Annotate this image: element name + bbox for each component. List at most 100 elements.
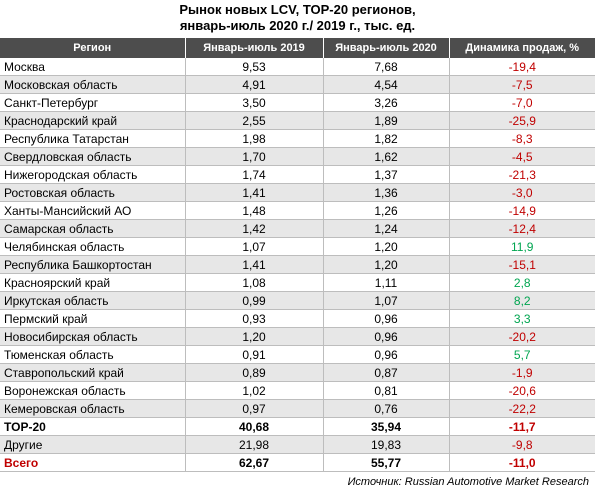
value-2019-cell: 1,48 (185, 201, 324, 220)
region-cell: Краснодарский край (0, 111, 186, 130)
region-cell: Санкт-Петербург (0, 93, 186, 112)
value-2019-cell: 1,41 (185, 183, 324, 202)
regions-table: Регион Январь-июль 2019 Январь-июль 2020… (0, 38, 595, 472)
value-2020-cell: 55,77 (323, 453, 450, 472)
value-2019-cell: 1,02 (185, 381, 324, 400)
value-2019-cell: 2,55 (185, 111, 324, 130)
value-2019-cell: 1,07 (185, 237, 324, 256)
dynamics-cell: -15,1 (449, 255, 595, 274)
value-2019-cell: 1,20 (185, 327, 324, 346)
region-cell: Кемеровская область (0, 399, 186, 418)
header-2020: Январь-июль 2020 (323, 38, 450, 58)
region-cell: Пермский край (0, 309, 186, 328)
value-2020-cell: 0,76 (323, 399, 450, 418)
value-2020-cell: 1,26 (323, 201, 450, 220)
value-2019-cell: 21,98 (185, 435, 324, 454)
table-row: Новосибирская область 1,20 0,96 -20,2 (0, 327, 595, 346)
summary-row-total: TOP-20 40,68 35,94 -11,7 (0, 417, 595, 436)
region-cell: Иркутская область (0, 291, 186, 310)
region-cell: Самарская область (0, 219, 186, 238)
dynamics-cell: -20,2 (449, 327, 595, 346)
header-2019: Январь-июль 2019 (185, 38, 324, 58)
value-2020-cell: 0,96 (323, 309, 450, 328)
value-2020-cell: 1,20 (323, 237, 450, 256)
region-cell: Другие (0, 435, 186, 454)
value-2019-cell: 9,53 (185, 58, 324, 76)
region-cell: Новосибирская область (0, 327, 186, 346)
value-2019-cell: 0,99 (185, 291, 324, 310)
dynamics-cell: -11,7 (449, 417, 595, 436)
table-row: Краснодарский край 2,55 1,89 -25,9 (0, 111, 595, 130)
value-2020-cell: 1,24 (323, 219, 450, 238)
table-row: Республика Татарстан 1,98 1,82 -8,3 (0, 129, 595, 148)
table-row: Московская область 4,91 4,54 -7,5 (0, 75, 595, 94)
value-2020-cell: 1,62 (323, 147, 450, 166)
table-row: Москва 9,53 7,68 -19,4 (0, 58, 595, 76)
dynamics-cell: 5,7 (449, 345, 595, 364)
value-2019-cell: 0,89 (185, 363, 324, 382)
dynamics-cell: -12,4 (449, 219, 595, 238)
table-title: Рынок новых LCV, TOP-20 регионов, январь… (0, 0, 595, 38)
dynamics-cell: 2,8 (449, 273, 595, 292)
header-region: Регион (0, 38, 186, 58)
source-note: Источник: Russian Automotive Market Rese… (347, 476, 589, 488)
dynamics-cell: -25,9 (449, 111, 595, 130)
dynamics-cell: -4,5 (449, 147, 595, 166)
value-2019-cell: 1,70 (185, 147, 324, 166)
value-2020-cell: 4,54 (323, 75, 450, 94)
value-2020-cell: 1,37 (323, 165, 450, 184)
dynamics-cell: 11,9 (449, 237, 595, 256)
dynamics-cell: 3,3 (449, 309, 595, 328)
value-2020-cell: 7,68 (323, 58, 450, 76)
table-row: Ханты-Мансийский АО 1,48 1,26 -14,9 (0, 201, 595, 220)
header-row: Регион Январь-июль 2019 Январь-июль 2020… (0, 38, 595, 58)
value-2020-cell: 1,89 (323, 111, 450, 130)
table-row: Республика Башкортостан 1,41 1,20 -15,1 (0, 255, 595, 274)
region-cell: Воронежская область (0, 381, 186, 400)
header-dynamics: Динамика продаж, % (449, 38, 595, 58)
value-2019-cell: 3,50 (185, 93, 324, 112)
value-2019-cell: 0,91 (185, 345, 324, 364)
table-row: Санкт-Петербург 3,50 3,26 -7,0 (0, 93, 595, 112)
value-2019-cell: 62,67 (185, 453, 324, 472)
table-row: Кемеровская область 0,97 0,76 -22,2 (0, 399, 595, 418)
title-line-1: Рынок новых LCV, TOP-20 регионов, (179, 2, 416, 17)
value-2020-cell: 1,20 (323, 255, 450, 274)
dynamics-cell: -8,3 (449, 129, 595, 148)
value-2020-cell: 0,96 (323, 327, 450, 346)
value-2020-cell: 35,94 (323, 417, 450, 436)
table-row: Тюменская область 0,91 0,96 5,7 (0, 345, 595, 364)
region-cell: Ставропольский край (0, 363, 186, 382)
value-2020-cell: 1,11 (323, 273, 450, 292)
value-2019-cell: 1,74 (185, 165, 324, 184)
region-cell: Московская область (0, 75, 186, 94)
summary-row-other: Другие 21,98 19,83 -9,8 (0, 435, 595, 454)
dynamics-cell: -7,5 (449, 75, 595, 94)
region-cell: TOP-20 (0, 417, 186, 436)
region-cell: Нижегородская область (0, 165, 186, 184)
region-cell: Тюменская область (0, 345, 186, 364)
summary-row-grand: Всего 62,67 55,77 -11,0 (0, 453, 595, 472)
dynamics-cell: -22,2 (449, 399, 595, 418)
region-cell: Республика Татарстан (0, 129, 186, 148)
region-cell: Челябинская область (0, 237, 186, 256)
value-2020-cell: 0,81 (323, 381, 450, 400)
dynamics-cell: -21,3 (449, 165, 595, 184)
region-cell: Москва (0, 58, 186, 76)
dynamics-cell: 8,2 (449, 291, 595, 310)
value-2020-cell: 1,36 (323, 183, 450, 202)
value-2019-cell: 40,68 (185, 417, 324, 436)
table-row: Ростовская область 1,41 1,36 -3,0 (0, 183, 595, 202)
value-2020-cell: 0,96 (323, 345, 450, 364)
table-row: Красноярский край 1,08 1,11 2,8 (0, 273, 595, 292)
dynamics-cell: -7,0 (449, 93, 595, 112)
value-2019-cell: 0,93 (185, 309, 324, 328)
value-2019-cell: 1,98 (185, 129, 324, 148)
table-row: Иркутская область 0,99 1,07 8,2 (0, 291, 595, 310)
value-2019-cell: 1,42 (185, 219, 324, 238)
table-row: Свердловская область 1,70 1,62 -4,5 (0, 147, 595, 166)
value-2020-cell: 19,83 (323, 435, 450, 454)
dynamics-cell: -1,9 (449, 363, 595, 382)
table-body: Москва 9,53 7,68 -19,4 Московская область 4,9… (0, 58, 595, 472)
value-2020-cell: 1,07 (323, 291, 450, 310)
